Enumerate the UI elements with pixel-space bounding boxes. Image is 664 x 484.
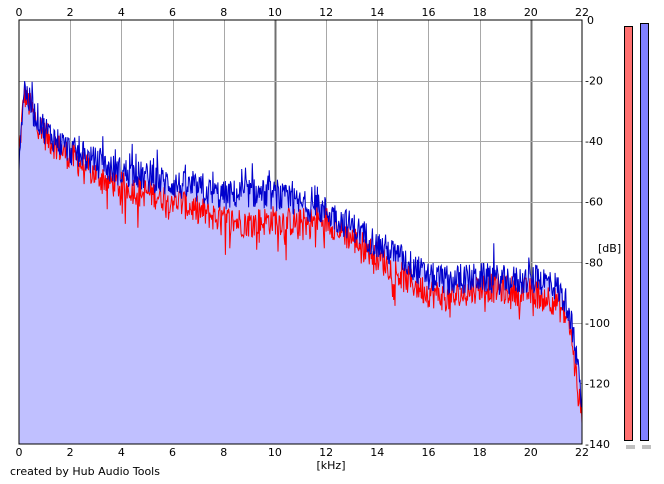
y-tick-label: -20	[585, 75, 603, 88]
level-meter-left	[624, 26, 633, 441]
x-tick-labels-bottom: 0 2 4 6 8 10 12 14 16 18 20 22	[16, 446, 590, 459]
x-tick-label-bottom: 14	[370, 446, 384, 459]
x-axis-unit-label: [kHz]	[317, 459, 346, 472]
y-tick-label: 0	[587, 14, 594, 27]
y-tick-label: -100	[585, 317, 610, 330]
y-tick-label: -60	[585, 196, 603, 209]
x-tick-labels-top: 0 2 4 6 8 10 12 14 16 18 20 22	[16, 6, 590, 19]
x-tick-label-bottom: 18	[473, 446, 487, 459]
y-tick-label: -40	[585, 135, 603, 148]
x-tick-label-bottom: 22	[575, 446, 589, 459]
x-tick-label-bottom: 12	[319, 446, 333, 459]
spectrum-fill-area	[19, 81, 582, 444]
x-tick-label-bottom: 16	[421, 446, 435, 459]
y-axis-unit-label: [dB]	[598, 242, 621, 255]
series-line-blue	[18, 81, 583, 408]
x-tick-label-bottom: 0	[16, 446, 23, 459]
level-meter-right-shadow	[642, 445, 651, 449]
x-tick-label-top: 4	[118, 6, 125, 19]
x-tick-label-top: 6	[169, 6, 176, 19]
x-tick-label-bottom: 4	[118, 446, 125, 459]
x-tick-label-top: 0	[16, 6, 23, 19]
y-tick-labels: 0 -20 -40 -60 -80 -100 -120 -140	[585, 14, 610, 451]
x-tick-label-top: 20	[524, 6, 538, 19]
spectrum-series	[18, 81, 583, 424]
x-tick-label-top: 12	[319, 6, 333, 19]
y-tick-label: -120	[585, 377, 610, 390]
x-tick-label-top: 14	[370, 6, 384, 19]
level-meter-right	[640, 23, 649, 441]
series-line-red	[18, 82, 583, 424]
credit-text: created by Hub Audio Tools	[10, 465, 160, 478]
x-tick-label-top: 2	[67, 6, 74, 19]
x-tick-label-bottom: 20	[524, 446, 538, 459]
x-tick-label-bottom: 10	[268, 446, 282, 459]
x-tick-label-bottom: 8	[220, 446, 227, 459]
y-tick-label: -80	[585, 256, 603, 269]
x-tick-label-top: 22	[575, 6, 589, 19]
y-tick-label: -140	[585, 438, 610, 451]
x-tick-label-top: 10	[268, 6, 282, 19]
plot-frame	[18, 19, 583, 445]
level-meter-left-shadow	[626, 445, 635, 449]
x-tick-label-top: 18	[473, 6, 487, 19]
x-tick-label-bottom: 2	[67, 446, 74, 459]
x-tick-label-bottom: 6	[169, 446, 176, 459]
spectrum-area	[19, 81, 582, 444]
x-tick-label-top: 16	[421, 6, 435, 19]
x-tick-label-top: 8	[220, 6, 227, 19]
